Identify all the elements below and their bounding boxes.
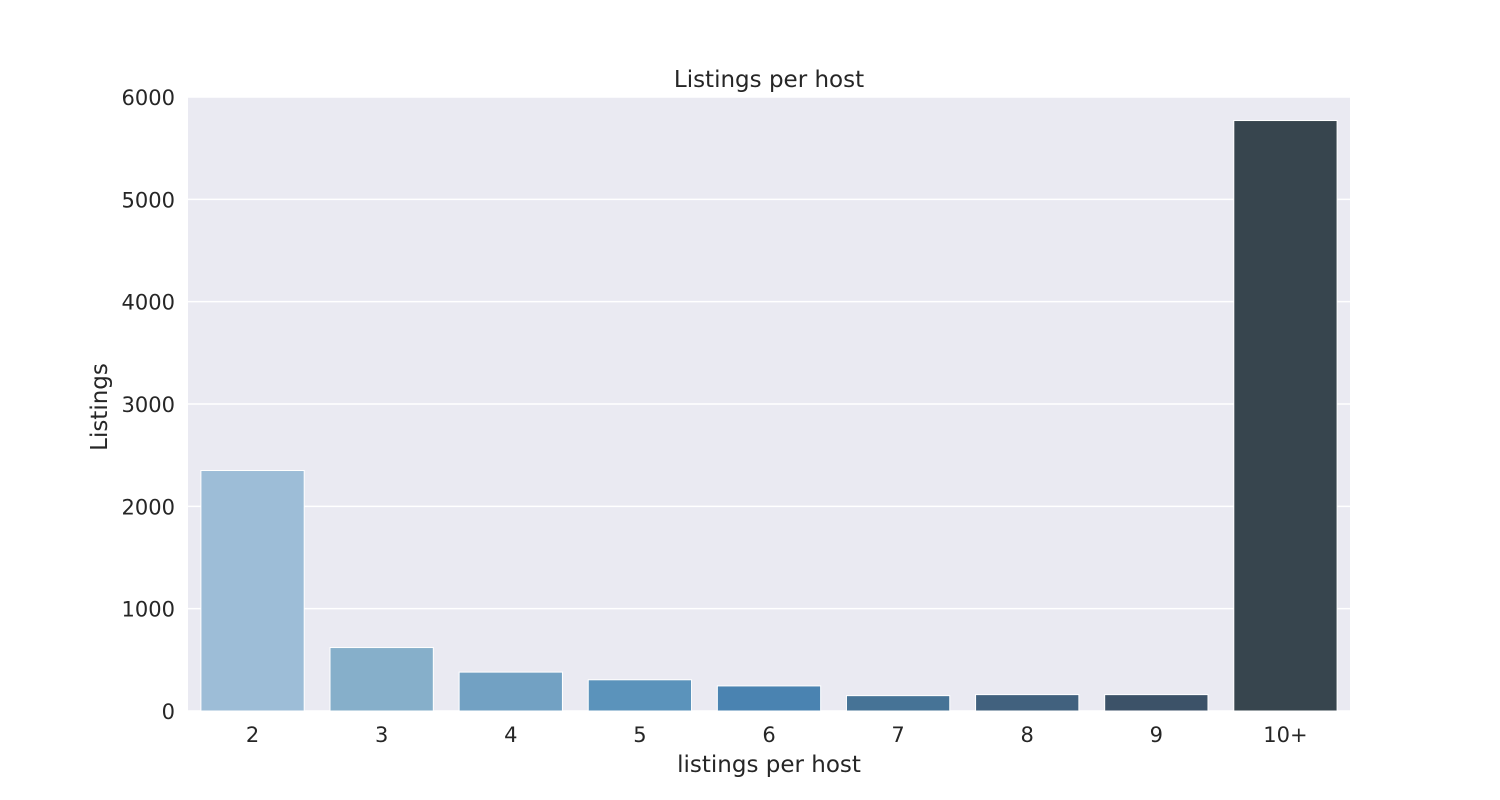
y-tick-label: 4000 [122,291,175,315]
bar-10+ [1233,120,1338,712]
x-tick-label: 4 [504,723,517,747]
bar-7 [845,695,951,712]
x-tick-label: 5 [633,723,646,747]
x-tick-label: 2 [246,723,259,747]
x-tick-labels: 2 3 4 5 6 7 8 9 10+ [246,723,1308,747]
x-tick-label: 10+ [1263,723,1307,747]
x-tick-label: 8 [1021,723,1034,747]
x-tick-label: 9 [1150,723,1163,747]
x-axis-title: listings per host [677,752,861,778]
y-tick-label: 6000 [122,86,175,110]
chart-title: Listings per host [674,67,864,93]
bar-5 [587,679,693,712]
y-tick-label: 1000 [122,598,175,622]
y-axis-title: Listings [87,363,113,451]
bar-6 [716,685,822,712]
bar-2 [200,470,305,712]
x-tick-label: 7 [891,723,904,747]
y-tick-label: 5000 [122,188,175,212]
y-tick-label: 3000 [122,393,175,417]
bar-4 [458,671,563,712]
y-tick-labels: 0 1000 2000 3000 4000 5000 6000 [122,86,175,724]
bar-8 [975,694,1080,712]
bars [200,120,1338,712]
x-tick-label: 6 [762,723,775,747]
x-tick-label: 3 [375,723,388,747]
bar-9 [1104,694,1209,712]
y-tick-label: 2000 [122,495,175,519]
bar-3 [329,647,434,712]
y-tick-label: 0 [162,700,175,724]
